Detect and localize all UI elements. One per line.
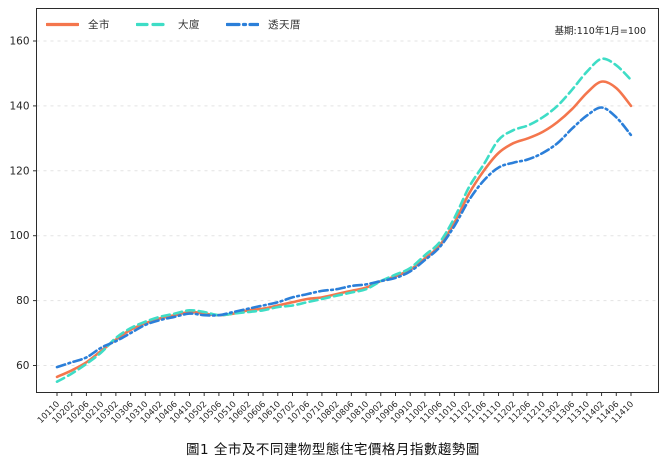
svg-text:160: 160 [9,36,29,48]
legend-label-townhouse: 透天厝 [268,19,301,31]
legend-item-citywide: 全市 [45,17,110,32]
legend-swatch-townhouse-line-icon [225,21,260,28]
svg-text:100: 100 [9,230,29,242]
chart-title: 圖1 全市及不同建物型態住宅價格月指數趨勢圖 [186,442,480,458]
svg-text:140: 140 [9,100,29,112]
legend-swatch-citywide-line-icon [45,21,80,28]
chart-canvas: 6080100120140160101101020210206102101030… [9,8,659,426]
svg-text:60: 60 [16,360,29,372]
legend-swatch-building-line-icon [135,21,170,28]
legend-item-building: 大廈 [135,17,200,32]
legend-item-townhouse: 透天厝 [225,17,301,32]
legend-label-building: 大廈 [178,19,200,31]
svg-text:120: 120 [9,165,29,177]
base-period-note: 基期:110年1月=100 [554,26,646,37]
svg-text:80: 80 [16,295,29,307]
legend-label-citywide: 全市 [88,19,110,31]
legend: 全市 大廈 透天厝 [45,17,301,32]
